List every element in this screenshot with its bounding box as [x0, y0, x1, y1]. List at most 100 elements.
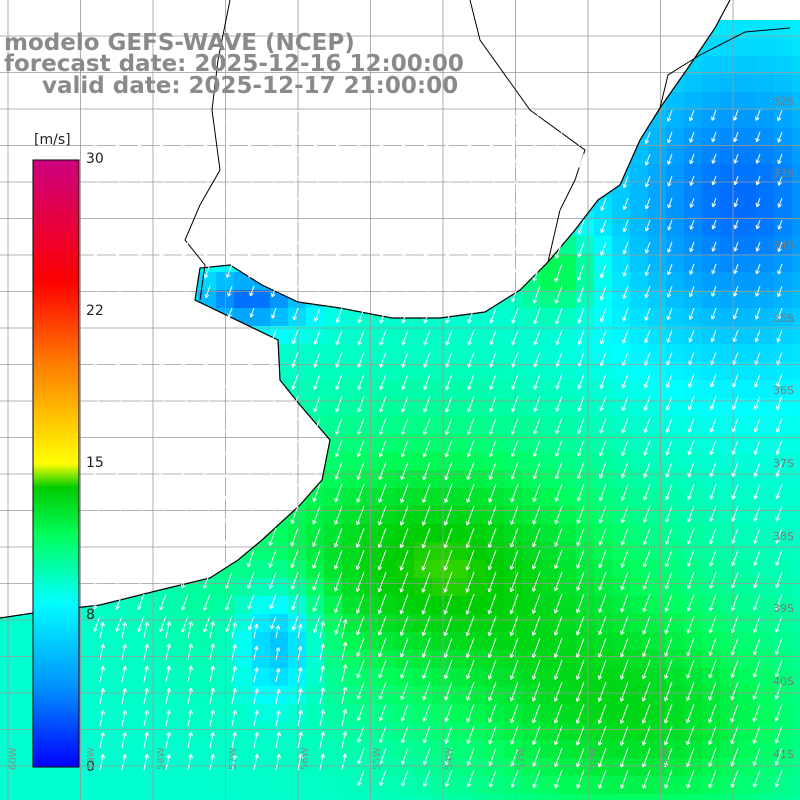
speed-cell — [414, 794, 433, 800]
speed-cell — [432, 578, 451, 597]
speed-cell — [594, 560, 613, 579]
wind-arrow — [708, 637, 717, 656]
wind-arrow — [777, 219, 783, 230]
wind-arrow — [642, 549, 651, 568]
wind-arrow — [377, 571, 387, 593]
speed-cell — [432, 614, 451, 633]
wind-arrow — [687, 417, 695, 433]
wind-arrow — [159, 263, 167, 280]
wind-arrow — [181, 439, 189, 456]
speed-cell — [612, 254, 631, 273]
wind-arrow — [203, 417, 211, 434]
speed-cell — [288, 776, 307, 795]
wind-arrow — [290, 461, 299, 480]
speed-cell — [774, 326, 793, 345]
wind-arrow — [777, 285, 783, 298]
wind-arrow — [598, 483, 607, 501]
speed-cell — [594, 308, 613, 327]
wind-arrow — [689, 131, 695, 143]
wind-arrow — [247, 373, 255, 390]
wind-arrow — [665, 439, 673, 456]
wind-arrow — [253, 645, 259, 661]
speed-cell — [774, 182, 793, 201]
wind-arrow — [401, 373, 409, 390]
wind-arrow — [313, 109, 321, 126]
wind-arrow — [776, 307, 783, 320]
speed-cell — [774, 56, 793, 75]
wind-arrow — [379, 351, 387, 368]
wind-arrow — [775, 483, 783, 500]
speed-cell — [576, 758, 595, 777]
wind-arrow — [209, 643, 216, 661]
colorbar-gradient — [32, 159, 80, 768]
wind-arrow — [754, 329, 761, 343]
wind-arrow — [291, 175, 299, 192]
speed-cell — [738, 434, 757, 453]
speed-cell — [576, 398, 595, 417]
wind-arrow — [531, 703, 541, 724]
wind-arrow — [511, 241, 519, 258]
speed-cell — [162, 668, 181, 687]
speed-cell — [324, 632, 343, 651]
speed-cell — [648, 218, 667, 237]
speed-cell — [126, 722, 145, 741]
speed-cell — [360, 434, 379, 453]
speed-cell — [396, 794, 415, 800]
speed-cell — [414, 578, 433, 597]
speed-cell — [450, 434, 469, 453]
wind-arrow — [355, 549, 365, 570]
wind-arrow — [137, 549, 145, 566]
wind-arrow — [333, 571, 343, 592]
speed-cell — [684, 614, 703, 633]
speed-cell — [738, 308, 757, 327]
lon-label: 60W — [8, 747, 19, 770]
speed-cell — [180, 668, 199, 687]
wind-arrow — [600, 241, 607, 256]
wind-arrow — [269, 263, 277, 279]
speed-cell — [90, 740, 109, 759]
speed-cell — [576, 308, 595, 327]
wind-arrow — [203, 615, 211, 633]
wind-arrow — [752, 769, 761, 788]
speed-cell — [702, 326, 721, 345]
wind-arrow — [401, 197, 409, 214]
speed-cell — [36, 776, 55, 795]
wind-arrow — [313, 329, 321, 345]
wind-arrow — [253, 753, 259, 771]
speed-cell — [738, 254, 757, 273]
wind-arrow — [93, 439, 101, 456]
speed-cell — [720, 704, 739, 723]
wind-arrow — [489, 109, 497, 126]
wind-arrow — [356, 681, 365, 700]
wind-arrow — [355, 571, 365, 592]
wind-arrow — [399, 615, 409, 636]
wind-arrow — [443, 549, 453, 571]
wind-arrow — [335, 241, 343, 258]
wind-arrow — [204, 307, 211, 320]
wind-arrow — [291, 593, 299, 611]
wind-arrow — [379, 329, 387, 346]
speed-cell — [792, 578, 800, 597]
wind-arrow — [399, 505, 409, 526]
wind-arrow — [509, 615, 519, 637]
wind-arrow — [733, 175, 739, 186]
speed-cell — [198, 668, 217, 687]
wind-arrow — [334, 461, 343, 480]
speed-cell — [792, 326, 800, 345]
speed-cell — [702, 542, 721, 561]
speed-cell — [594, 578, 613, 597]
speed-cell — [144, 668, 163, 687]
wind-arrow — [378, 483, 387, 503]
speed-cell — [324, 488, 343, 507]
speed-cell — [594, 434, 613, 453]
wind-arrow — [93, 593, 101, 610]
speed-cell — [522, 506, 541, 525]
speed-cell — [702, 272, 721, 291]
wind-arrow — [312, 549, 321, 569]
speed-cell — [522, 686, 541, 705]
wind-arrow — [489, 263, 497, 280]
wind-arrow — [181, 395, 189, 412]
wind-arrow — [93, 329, 101, 346]
wind-arrow — [555, 153, 563, 169]
speed-cell — [594, 290, 613, 309]
